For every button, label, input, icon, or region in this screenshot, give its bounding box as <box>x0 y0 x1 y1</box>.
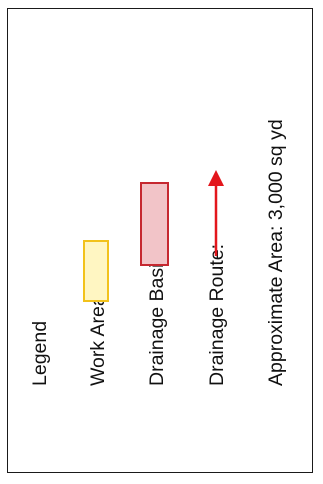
approximate-area-note: Approximate Area: 3,000 sq yd <box>265 119 287 386</box>
legend-label-drainage-basin: Drainage Basin: <box>146 247 168 386</box>
work-area-swatch <box>83 240 109 302</box>
drainage-route-arrow-head <box>208 170 224 186</box>
legend-label-work-area: Work Area: <box>87 290 109 386</box>
legend-title: Legend <box>29 321 51 386</box>
legend-label-drainage-route: Drainage Route: <box>206 244 228 386</box>
drainage-basin-swatch <box>140 182 169 266</box>
drainage-route-arrow-icon <box>208 170 224 256</box>
